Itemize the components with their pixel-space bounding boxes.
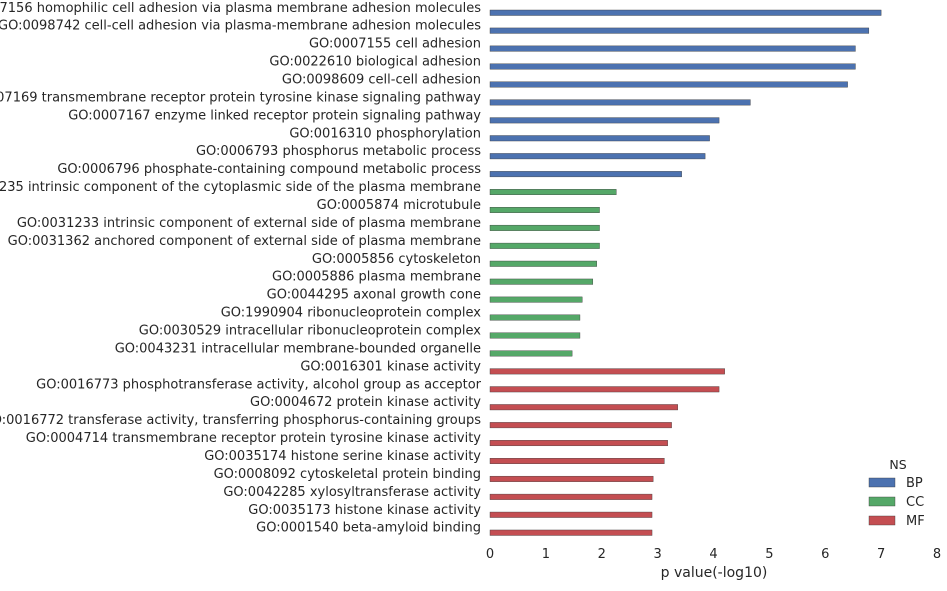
- category-label-19: GO:0030529 intracellular ribonucleoprote…: [139, 323, 482, 338]
- bar-mf-21: [489, 368, 725, 375]
- category-label-21: GO:0016301 kinase activity: [300, 359, 481, 374]
- category-label-26: GO:0035174 histone serine kinase activit…: [204, 449, 481, 464]
- category-label-12: GO:0005874 microtubule: [317, 198, 481, 213]
- bar-mf-30: [489, 529, 653, 536]
- x-tick-label-2: 2: [598, 547, 606, 562]
- legend: NS BP CC MF: [868, 457, 925, 529]
- bar-cc-20: [489, 350, 573, 357]
- bars-layer: [489, 9, 882, 536]
- category-label-28: GO:0042285 xylosyltransferase activity: [223, 485, 481, 500]
- bar-cc-19: [489, 332, 581, 339]
- legend-label-cc: CC: [906, 495, 924, 510]
- bar-bp-3: [489, 45, 856, 52]
- category-label-29: GO:0035173 histone kinase activity: [248, 503, 481, 518]
- bar-bp-9: [489, 153, 706, 160]
- category-label-15: GO:0005856 cytoskeleton: [312, 252, 481, 267]
- bar-cc-13: [489, 224, 600, 231]
- bar-mf-22: [489, 386, 720, 393]
- category-label-25: GO:0004714 transmembrane receptor protei…: [26, 431, 482, 446]
- bar-mf-26: [489, 458, 665, 464]
- legend-swatch-cc: [868, 496, 896, 507]
- category-label-23: GO:0004672 protein kinase activity: [250, 395, 481, 410]
- category-label-11: GO:0031235 intrinsic component of the cy…: [0, 180, 481, 195]
- legend-swatch-bp: [868, 477, 896, 488]
- bar-bp-4: [489, 63, 856, 70]
- category-label-14: GO:0031362 anchored component of externa…: [8, 234, 481, 249]
- category-label-5: GO:0098609 cell-cell adhesion: [282, 72, 481, 87]
- bar-cc-15: [489, 260, 597, 267]
- category-label-10: GO:0006796 phosphate-containing compound…: [57, 162, 481, 177]
- bar-mf-29: [489, 511, 653, 518]
- category-label-30: GO:0001540 beta-amyloid binding: [256, 521, 481, 536]
- bar-bp-7: [489, 117, 720, 124]
- category-label-2: GO:0098742 cell-cell adhesion via plasma…: [0, 19, 481, 34]
- category-label-6: GO:0007169 transmembrane receptor protei…: [0, 90, 481, 105]
- category-label-27: GO:0008092 cytoskeletal protein binding: [214, 467, 481, 482]
- category-label-13: GO:0031233 intrinsic component of extern…: [17, 216, 481, 231]
- bar-bp-5: [489, 81, 848, 88]
- legend-swatch-mf: [868, 515, 896, 526]
- category-label-3: GO:0007155 cell adhesion: [309, 37, 481, 52]
- bar-bp-10: [489, 171, 682, 178]
- bar-bp-6: [489, 99, 751, 106]
- category-label-1: GO:0007156 homophilic cell adhesion via …: [0, 1, 481, 16]
- x-tick-label-6: 6: [821, 547, 829, 562]
- legend-label-bp: BP: [906, 476, 923, 491]
- category-label-8: GO:0016310 phosphorylation: [289, 126, 481, 141]
- bar-cc-18: [489, 314, 581, 321]
- bar-mf-23: [489, 404, 678, 411]
- bar-bp-1: [489, 9, 882, 16]
- category-label-4: GO:0022610 biological adhesion: [269, 55, 481, 70]
- bar-mf-25: [489, 440, 668, 447]
- category-label-24: GO:0016772 transferase activity, transfe…: [0, 413, 481, 428]
- bar-bp-2: [489, 27, 870, 34]
- bar-cc-11: [489, 189, 617, 196]
- legend-label-mf: MF: [906, 514, 925, 529]
- x-tick-label-8: 8: [933, 547, 941, 562]
- bar-mf-24: [489, 422, 672, 429]
- bar-cc-12: [489, 207, 600, 213]
- bar-cc-17: [489, 296, 583, 303]
- category-label-17: GO:0044295 axonal growth cone: [267, 288, 481, 303]
- legend-title: NS: [889, 457, 906, 472]
- x-axis-label: p value(-log10): [661, 565, 768, 581]
- bar-bp-8: [489, 135, 710, 142]
- x-tick-label-7: 7: [877, 547, 885, 562]
- category-label-7: GO:0007167 enzyme linked receptor protei…: [68, 108, 481, 123]
- category-label-22: GO:0016773 phosphotransferase activity, …: [36, 377, 481, 392]
- bar-cc-16: [489, 278, 594, 285]
- category-label-18: GO:1990904 ribonucleoprotein complex: [221, 306, 482, 321]
- x-axis-ticks: 0 1 2 3 4 5 6 7 8: [486, 547, 941, 562]
- x-tick-label-4: 4: [709, 547, 717, 562]
- category-label-20: GO:0043231 intracellular membrane-bounde…: [115, 341, 481, 356]
- category-labels: GO:0007156 homophilic cell adhesion via …: [0, 1, 482, 536]
- legend-entries: BP CC MF: [868, 476, 925, 529]
- x-tick-label-5: 5: [765, 547, 773, 562]
- bar-mf-27: [489, 475, 654, 482]
- bar-mf-28: [489, 493, 653, 500]
- category-label-16: GO:0005886 plasma membrane: [272, 270, 481, 285]
- category-label-9: GO:0006793 phosphorus metabolic process: [196, 144, 481, 159]
- bar-cc-14: [489, 242, 600, 249]
- x-tick-label-1: 1: [542, 547, 550, 562]
- x-tick-label-0: 0: [486, 547, 494, 562]
- x-tick-label-3: 3: [653, 547, 661, 562]
